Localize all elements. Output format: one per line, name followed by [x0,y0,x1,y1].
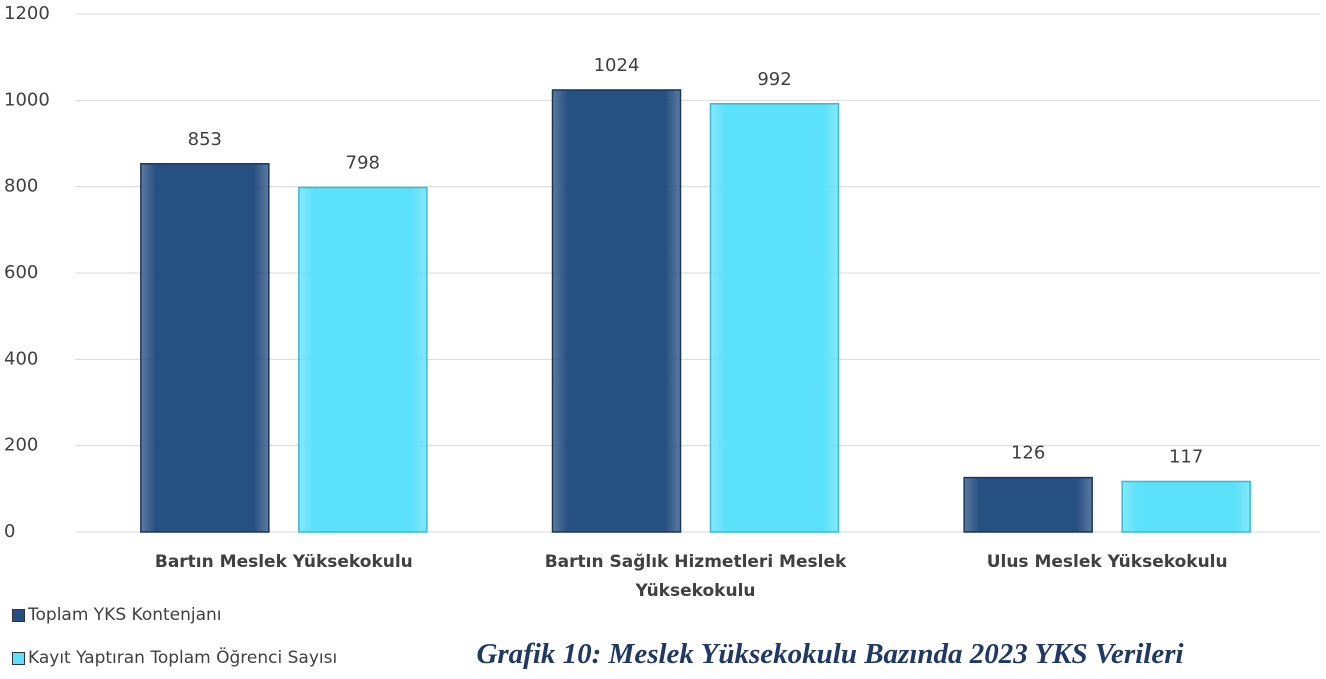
data-label: 1024 [594,55,640,76]
bar [140,163,270,533]
data-label: 117 [1169,446,1203,467]
data-label: 853 [188,129,222,150]
data-label: 992 [757,69,791,90]
bar [298,186,428,533]
y-tick-label: 400 [4,348,38,369]
x-tick-label: Ulus Meslek Yüksekokulu [986,552,1228,572]
bar [1121,480,1251,533]
legend-entry: Toplam YKS Kontenjanı [12,605,222,625]
data-label: 798 [346,153,380,174]
legend-label: Toplam YKS Kontenjanı [28,605,222,625]
bar [709,103,840,533]
x-tick-label: Bartın Sağlık Hizmetleri Meslek Yüksekok… [544,552,847,601]
bar [551,89,682,533]
y-tick-label: 0 [4,521,15,542]
y-tick-label: 800 [4,176,38,197]
data-label: 126 [1011,443,1045,464]
legend-swatch [12,651,25,665]
legend-swatch [12,608,25,622]
y-tick-label: 600 [4,262,38,283]
legend-entry: Kayıt Yaptıran Toplam Öğrenci Sayısı [12,648,337,668]
chart-title: Grafik 10: Meslek Yüksekokulu Bazında 20… [476,638,1184,670]
legend-label: Kayıt Yaptıran Toplam Öğrenci Sayısı [28,648,338,668]
y-tick-label: 200 [4,435,38,456]
bar [963,476,1093,533]
y-tick-label: 1200 [4,3,50,24]
y-tick-label: 1000 [4,89,50,110]
x-tick-label: Bartın Meslek Yüksekokulu [154,552,413,572]
